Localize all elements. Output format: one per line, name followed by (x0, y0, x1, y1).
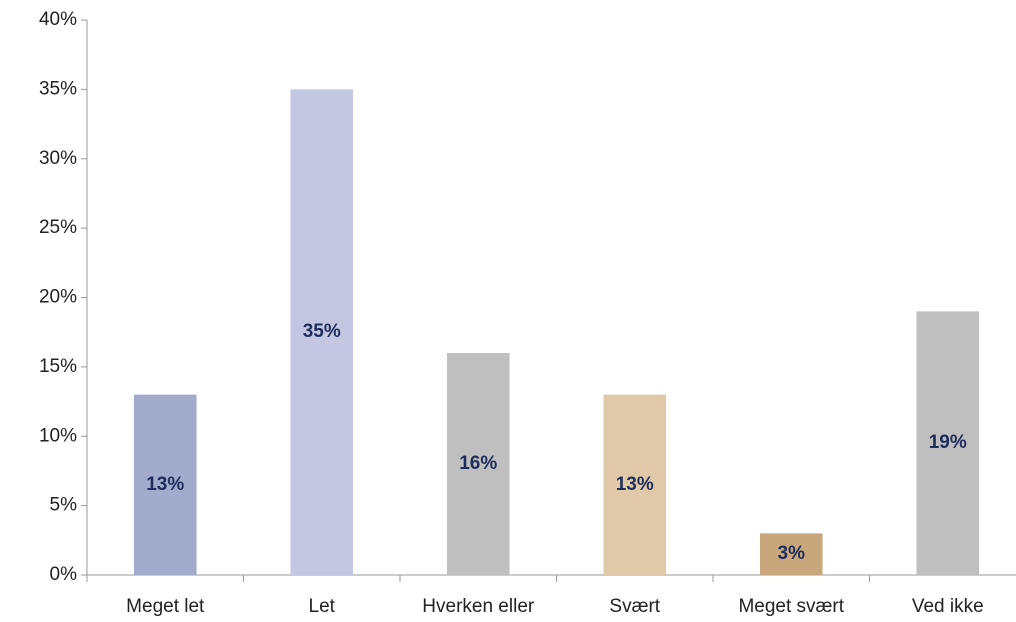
y-tick-label: 5% (50, 495, 78, 516)
value-label: 16% (459, 453, 497, 474)
x-tick-label: Ved ikke (912, 596, 984, 617)
value-label: 19% (929, 432, 967, 453)
x-tick-label: Svært (609, 596, 660, 617)
y-tick-label: 15% (39, 356, 77, 377)
value-label: 3% (778, 543, 806, 564)
bar (290, 89, 354, 575)
value-label: 13% (616, 474, 654, 495)
x-tick-label: Let (309, 596, 336, 617)
y-tick-label: 20% (39, 287, 77, 308)
y-tick-label: 35% (39, 78, 77, 99)
x-tick-label: Hverken eller (422, 596, 535, 617)
y-tick-label: 40% (39, 9, 77, 30)
x-tick-label: Meget let (126, 596, 205, 617)
y-tick-label: 25% (39, 217, 77, 238)
bar (133, 394, 197, 575)
bar (916, 311, 980, 575)
bar (446, 353, 510, 575)
bar (759, 533, 823, 575)
x-tick-label: Meget svært (738, 596, 844, 617)
y-tick-label: 10% (39, 425, 77, 446)
bar (603, 394, 667, 575)
value-label: 13% (146, 474, 184, 495)
value-label: 35% (303, 321, 341, 342)
y-tick-label: 0% (50, 564, 78, 585)
y-tick-label: 30% (39, 148, 77, 169)
